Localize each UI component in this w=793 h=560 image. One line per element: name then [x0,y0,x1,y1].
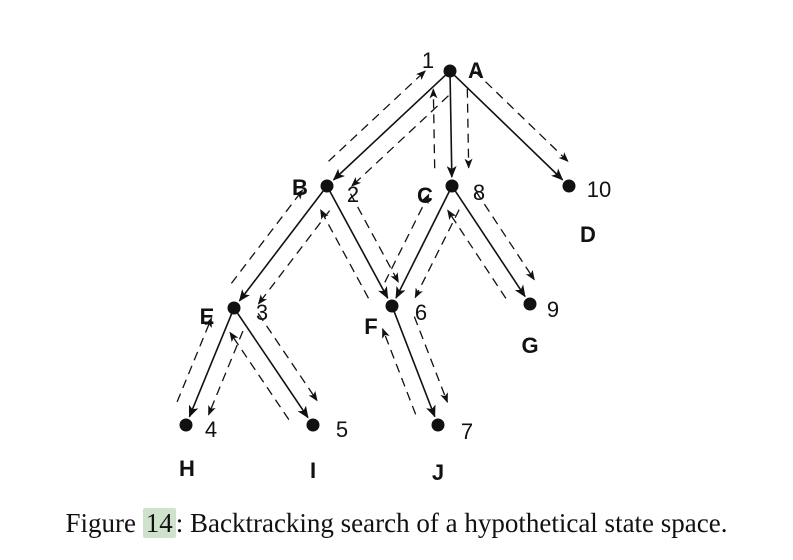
node-dot [385,299,399,313]
trace-step-18-C-to-A [429,88,438,169]
trace-step-14-C-to-F [414,209,460,299]
visit-order-number: 6 [415,300,427,325]
node-letter: A [468,58,484,83]
node-H: H4 [179,417,217,481]
node-letter: C [417,183,433,208]
node-dot [179,418,193,432]
trace-step-19-A-to-D [474,70,569,162]
node-dot [227,301,241,315]
edge-B-F [329,190,389,299]
visit-order-number: 9 [547,297,559,322]
visit-order-number: 1 [422,48,434,73]
node-A: A1 [422,48,484,83]
node-dot [320,179,334,193]
node-letter: G [521,333,538,358]
visit-order-number: 2 [347,182,359,207]
edge-C-F [395,191,451,299]
trace-step-16-C-to-G [475,191,535,281]
node-J: J7 [431,418,473,485]
node-I: I5 [306,417,348,483]
node-letter: D [580,222,596,247]
node-D: D 10 [562,177,611,247]
node-dot [443,64,457,78]
trace-step-9-F-to-J [413,316,448,404]
trace-step-2-B-to-E [257,210,331,305]
node-letter: B [292,175,308,200]
trace-step-1-A-to-B [351,95,449,187]
figure-number: 14 [142,508,176,538]
trace-step-8-B-to-F [349,193,399,283]
trace-step-11-F-to-B [320,209,370,299]
edge-A-D [453,74,564,181]
edge-A-C [446,76,457,179]
trace-step-17-G-to-C [447,209,507,299]
trace-step-7-E-to-B [230,189,304,284]
node-letter: H [179,456,195,481]
node-F: F6 [364,299,427,339]
caption-text: : Backtracking search of a hypothetical … [175,508,728,538]
caption-prefix: Figure [65,508,136,538]
backtracking-trace [176,70,569,420]
edge-A-B [332,74,447,181]
trace-step-3-E-to-H [207,330,244,416]
visit-order-number: 3 [256,300,268,325]
trace-step-6-I-to-E [229,331,290,420]
node-dot [431,418,445,432]
visit-order-number: 8 [473,180,485,205]
trace-step-4-H-to-E [176,317,213,403]
visit-order-number: 4 [205,417,217,442]
node-dot [445,179,459,193]
trace-step-15-F-to-C [384,193,430,283]
visit-order-number: 7 [461,419,473,444]
trace-step-10-J-to-F [382,327,417,415]
node-G: G9 [521,297,559,358]
node-letter: I [310,458,316,483]
trace-step-12-B-to-A [328,70,426,162]
edge-E-H [188,313,233,418]
visit-order-number: 10 [587,177,611,202]
node-letter: E [200,304,215,329]
node-letter: J [432,460,444,485]
edge-F-J [393,311,436,418]
edge-E-I [236,312,309,419]
visit-order-number: 5 [336,417,348,442]
trace-step-13-A-to-C [464,88,473,169]
trace-step-5-E-to-I [257,313,318,402]
node-dot [562,179,576,193]
edge-B-E [238,190,324,302]
figure-caption: Figure 14: Backtracking search of a hypo… [0,508,793,539]
tree-edges [188,74,564,419]
node-dot [306,418,320,432]
edge-C-G [454,190,526,298]
node-dot [523,297,537,311]
node-letter: F [364,314,377,339]
